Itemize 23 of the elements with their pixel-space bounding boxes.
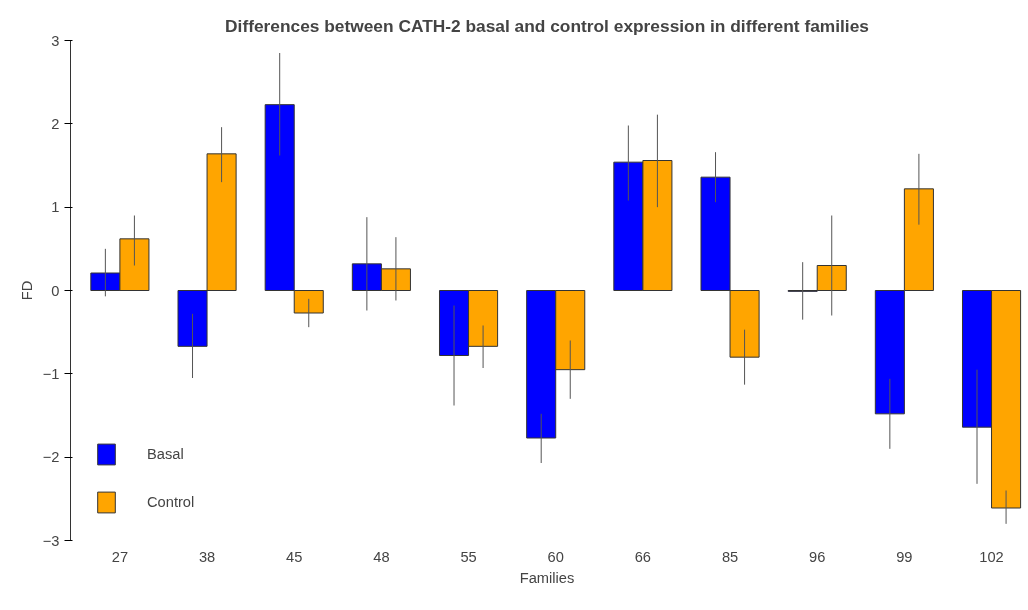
x-tick-label: 96 [809, 548, 826, 565]
x-tick-label: 60 [547, 548, 564, 565]
y-tick-label: −1 [42, 365, 60, 382]
x-tick-label: 45 [286, 548, 303, 565]
x-tick-label: 38 [198, 548, 216, 565]
y-tick-label: 3 [51, 32, 60, 49]
x-tick-label: 99 [896, 548, 913, 565]
y-tick-label: −3 [42, 532, 60, 549]
y-axis-title: FD [18, 280, 35, 301]
y-tick-label: 2 [51, 115, 60, 132]
x-tick-label: 85 [721, 548, 739, 565]
y-tick-label: −2 [42, 449, 60, 466]
y-tick-label: 0 [51, 282, 60, 299]
x-tick-label: 48 [373, 548, 390, 565]
y-tick-label: 1 [51, 199, 60, 216]
x-tick-label: 55 [460, 548, 477, 565]
legend-label: Control [147, 494, 195, 510]
legend-label: Basal [147, 446, 184, 462]
chart-title: Differences between CATH-2 basal and control expression in different families [225, 15, 869, 36]
x-tick-label: 66 [634, 548, 652, 565]
x-tick-label: 27 [111, 548, 129, 565]
x-tick-label: 102 [979, 548, 1004, 565]
x-axis-title: Families [519, 569, 575, 586]
